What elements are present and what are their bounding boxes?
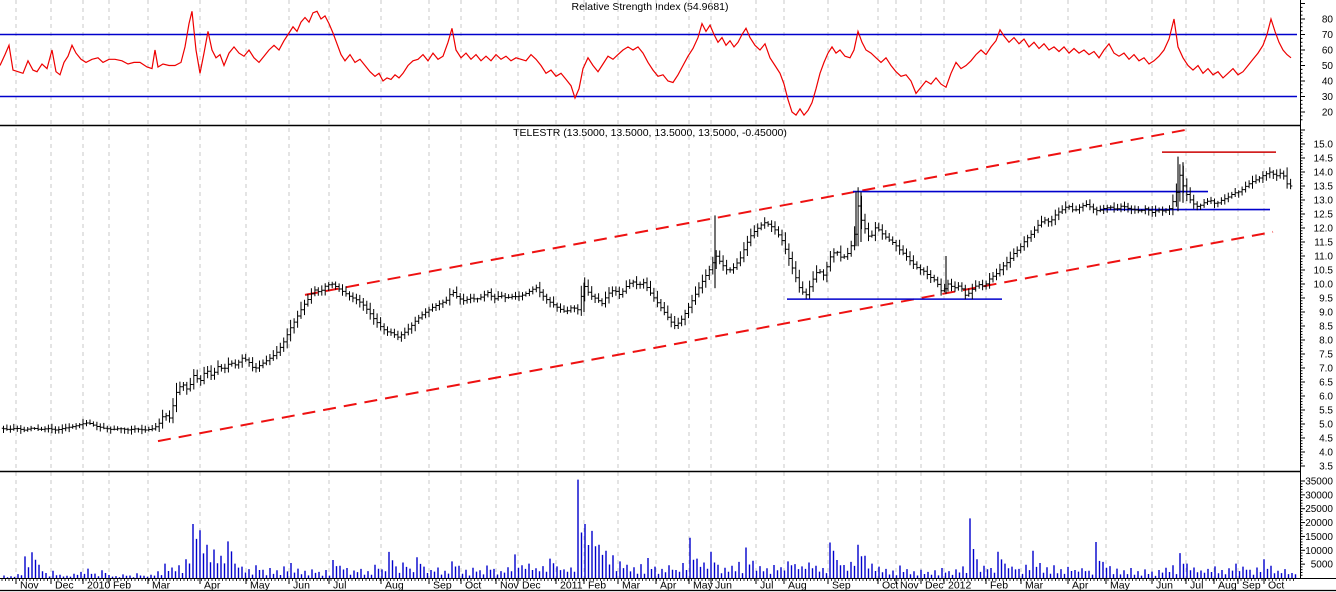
price-axis-label: 14.0 — [1314, 168, 1334, 179]
month-label: Sep — [433, 580, 452, 592]
rsi-axis-label: 80 — [1322, 15, 1334, 26]
month-label: Dec — [925, 580, 944, 592]
month-label: Apr — [204, 580, 221, 592]
price-axis-label: 12.5 — [1314, 210, 1334, 221]
month-label: Aug — [385, 580, 404, 592]
price-axis-label: 6.5 — [1319, 378, 1333, 389]
rsi-axis-label: 50 — [1322, 61, 1334, 72]
rsi-line — [0, 10, 1292, 117]
price-axis-label: 12.0 — [1314, 224, 1334, 235]
month-label: Sep — [1242, 580, 1261, 592]
month-label: Nov — [500, 580, 519, 592]
price-axis-label: 14.5 — [1314, 154, 1334, 165]
price-axis-label: 4.0 — [1319, 448, 1333, 459]
volume-axis-label: 10000 — [1305, 546, 1333, 557]
month-label: Sep — [832, 580, 851, 592]
price-axis-label: 9.0 — [1319, 308, 1333, 319]
price-axis-label: 8.0 — [1319, 336, 1333, 347]
month-label: Dec — [522, 580, 541, 592]
month-label: Nov — [20, 580, 39, 592]
month-label: Aug — [788, 580, 807, 592]
volume-panel — [3, 479, 1297, 578]
volume-axis-label: 20000 — [1305, 518, 1333, 529]
price-axis-label: 5.5 — [1319, 406, 1333, 417]
price-axis-label: 9.5 — [1319, 294, 1333, 305]
price-axis-label: 13.5 — [1314, 182, 1334, 193]
month-label: Jul — [760, 580, 773, 592]
month-label: Apr — [1072, 580, 1089, 592]
price-axis-label: 11.5 — [1314, 238, 1333, 249]
month-label: Jun — [715, 580, 732, 592]
volume-axis-label: 25000 — [1305, 504, 1333, 515]
price-bars — [1, 156, 1293, 435]
month-label: Oct — [1268, 580, 1284, 592]
trend-channel — [157, 129, 1274, 443]
price-panel-title: TELESTR (13.5000, 13.5000, 13.5000, 13.5… — [513, 127, 787, 139]
month-label: Jul — [1190, 580, 1203, 592]
rsi-axis-label: 60 — [1322, 46, 1334, 57]
month-label: Oct — [465, 580, 481, 592]
price-axis-label: 6.0 — [1319, 392, 1333, 403]
volume-bars — [3, 479, 1297, 578]
month-label: Jun — [1156, 580, 1173, 592]
month-label: Oct — [882, 580, 898, 592]
rsi-axis-label: 40 — [1322, 77, 1334, 88]
price-axis-label: 4.5 — [1319, 434, 1333, 445]
month-label: Mar — [1025, 580, 1044, 592]
month-label: Feb — [588, 580, 606, 592]
price-axis-label: 10.5 — [1314, 266, 1334, 277]
rsi-axis-label: 20 — [1322, 108, 1334, 119]
month-label: Mar — [622, 580, 641, 592]
price-axis-label: 3.5 — [1319, 462, 1333, 473]
price-axis-label: 5.0 — [1319, 420, 1333, 431]
month-label: Feb — [990, 580, 1008, 592]
rsi-axis-label: 30 — [1322, 92, 1334, 103]
month-label: Aug — [1218, 580, 1237, 592]
price-axis-label: 7.0 — [1319, 364, 1333, 375]
month-label: Mar — [152, 580, 171, 592]
month-label: Apr — [660, 580, 677, 592]
price-axis-label: 15.0 — [1314, 140, 1334, 151]
month-label: Jul — [333, 580, 346, 592]
volume-axis-label: 5000 — [1311, 560, 1334, 571]
ohlc-bars — [1, 164, 1293, 435]
value-axis: 80 70 60 50 40 30 20 3.5 4.0 4.5 5.0 5.5 6.0 6.5 7.0 7.… — [1300, 3, 1334, 576]
month-label: Dec — [55, 580, 74, 592]
month-label: 2011 — [560, 580, 583, 592]
month-label: 2012 — [948, 580, 972, 592]
month-label: May — [693, 580, 714, 592]
volume-axis-label: 15000 — [1305, 532, 1333, 543]
month-label: Feb — [113, 580, 131, 592]
rsi-axis-label: 70 — [1322, 30, 1334, 41]
volume-axis-label: 35000 — [1305, 477, 1333, 488]
month-label: Nov — [900, 580, 919, 592]
price-axis-label: 10.0 — [1314, 280, 1334, 291]
time-axis: Nov Dec 2010 Feb Mar Apr May Jun Jul Aug Sep Oct Nov… — [1, 578, 1294, 592]
price-axis-label: 7.5 — [1319, 350, 1333, 361]
price-axis-label: 13.0 — [1314, 196, 1334, 207]
rsi-panel — [0, 10, 1297, 117]
month-label: May — [250, 580, 271, 592]
trend-channel-lower — [157, 230, 1274, 443]
trend-channel-upper — [304, 129, 1186, 296]
month-gridlines — [15, 0, 1265, 578]
month-label: May — [1110, 580, 1131, 592]
price-axis-label: 11.0 — [1314, 252, 1333, 263]
month-label: 2010 — [87, 580, 111, 592]
price-axis-label: 8.5 — [1319, 322, 1333, 333]
month-label: Jun — [293, 580, 310, 592]
volume-axis-label: 30000 — [1305, 490, 1333, 501]
